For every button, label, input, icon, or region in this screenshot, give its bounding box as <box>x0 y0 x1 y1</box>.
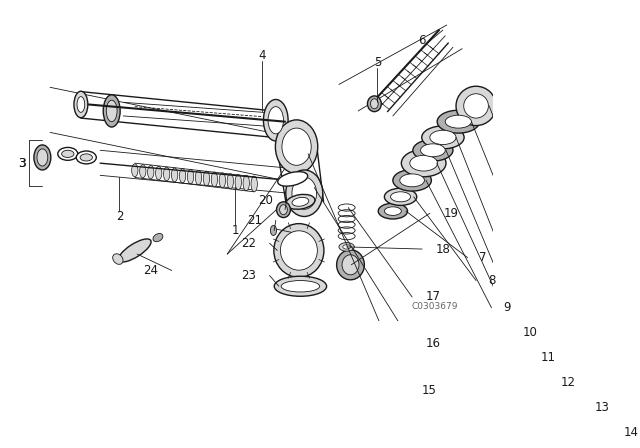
Ellipse shape <box>268 107 284 134</box>
Ellipse shape <box>276 202 291 218</box>
Ellipse shape <box>371 99 378 109</box>
Text: 17: 17 <box>426 290 441 303</box>
Ellipse shape <box>179 169 186 183</box>
Text: 11: 11 <box>541 351 556 364</box>
Ellipse shape <box>339 243 355 251</box>
Ellipse shape <box>422 126 464 149</box>
Ellipse shape <box>281 280 319 292</box>
Text: 4: 4 <box>258 49 266 62</box>
Ellipse shape <box>286 170 323 216</box>
Ellipse shape <box>275 120 317 173</box>
Text: 8: 8 <box>488 274 495 287</box>
Ellipse shape <box>337 250 364 280</box>
Ellipse shape <box>148 165 154 179</box>
Ellipse shape <box>243 175 250 191</box>
Ellipse shape <box>264 99 288 141</box>
Ellipse shape <box>103 95 120 127</box>
Ellipse shape <box>77 97 84 112</box>
Text: 7: 7 <box>479 251 487 264</box>
Ellipse shape <box>132 164 138 177</box>
Text: 16: 16 <box>426 337 441 350</box>
Ellipse shape <box>390 192 411 202</box>
Ellipse shape <box>153 233 163 242</box>
Ellipse shape <box>385 188 417 205</box>
Ellipse shape <box>106 100 117 122</box>
Ellipse shape <box>274 276 326 296</box>
Ellipse shape <box>420 144 445 157</box>
Ellipse shape <box>445 115 472 128</box>
Text: 15: 15 <box>422 383 437 396</box>
Ellipse shape <box>251 176 257 192</box>
Ellipse shape <box>118 239 151 262</box>
Ellipse shape <box>74 91 88 118</box>
Ellipse shape <box>219 173 225 188</box>
Text: 24: 24 <box>143 264 158 277</box>
Text: 6: 6 <box>419 34 426 47</box>
Text: 3: 3 <box>18 157 25 170</box>
Ellipse shape <box>270 225 276 236</box>
Ellipse shape <box>113 254 123 264</box>
Ellipse shape <box>156 166 162 180</box>
Ellipse shape <box>401 150 446 177</box>
Ellipse shape <box>413 139 453 161</box>
Text: 22: 22 <box>241 237 256 250</box>
Ellipse shape <box>37 149 48 166</box>
Ellipse shape <box>282 128 311 165</box>
Text: 14: 14 <box>624 426 639 439</box>
Ellipse shape <box>378 203 408 219</box>
Ellipse shape <box>58 147 78 160</box>
Ellipse shape <box>80 154 92 161</box>
Ellipse shape <box>400 174 424 187</box>
Ellipse shape <box>280 205 287 215</box>
Ellipse shape <box>343 245 351 249</box>
Ellipse shape <box>430 130 456 145</box>
Text: 23: 23 <box>241 269 256 282</box>
Text: 1: 1 <box>231 224 239 237</box>
Ellipse shape <box>286 194 315 209</box>
Ellipse shape <box>76 151 96 164</box>
Ellipse shape <box>437 110 479 133</box>
Ellipse shape <box>274 224 324 277</box>
Ellipse shape <box>410 155 438 171</box>
Text: 5: 5 <box>374 56 381 69</box>
Ellipse shape <box>280 231 317 270</box>
Ellipse shape <box>342 255 359 275</box>
Ellipse shape <box>188 169 194 184</box>
Ellipse shape <box>163 167 170 181</box>
Ellipse shape <box>195 170 202 185</box>
Ellipse shape <box>235 174 241 190</box>
Text: C0303679: C0303679 <box>412 302 458 311</box>
Ellipse shape <box>393 170 431 191</box>
Ellipse shape <box>211 172 218 187</box>
Text: 3: 3 <box>18 157 26 170</box>
Ellipse shape <box>34 145 51 170</box>
Text: 13: 13 <box>595 401 610 414</box>
Ellipse shape <box>227 174 234 189</box>
Text: 2: 2 <box>116 210 123 223</box>
Text: 10: 10 <box>522 326 538 339</box>
Text: 18: 18 <box>436 242 451 255</box>
Ellipse shape <box>172 168 178 182</box>
Ellipse shape <box>140 165 146 178</box>
Text: 21: 21 <box>247 214 262 227</box>
Ellipse shape <box>292 177 317 209</box>
Ellipse shape <box>278 172 308 186</box>
Ellipse shape <box>61 150 74 157</box>
Text: 19: 19 <box>444 207 459 220</box>
Ellipse shape <box>292 198 309 206</box>
Text: 20: 20 <box>258 194 273 207</box>
Ellipse shape <box>456 86 496 125</box>
Text: 12: 12 <box>561 376 576 389</box>
Ellipse shape <box>464 94 488 118</box>
Ellipse shape <box>385 207 401 215</box>
Ellipse shape <box>204 171 210 186</box>
Text: 9: 9 <box>503 301 511 314</box>
Ellipse shape <box>367 96 381 112</box>
